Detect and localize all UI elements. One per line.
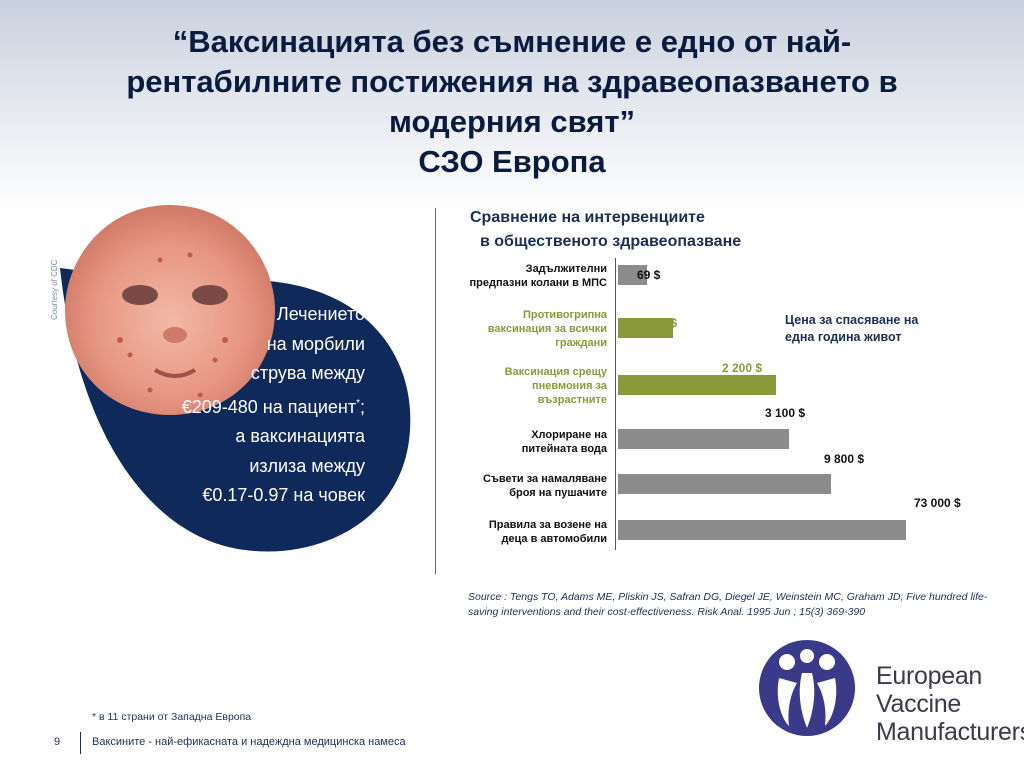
- source-citation: Source : Tengs TO, Adams ME, Pliskin JS,…: [468, 591, 988, 618]
- treatment-line-1: Лечението: [276, 304, 365, 324]
- footer-text: Ваксините - най-ефикасната и надеждна ме…: [92, 736, 406, 748]
- photo-credit: Courtesy of CDC: [50, 259, 59, 320]
- category-label: Съвети за намаляване броя на пушачите: [482, 473, 607, 499]
- bar: [618, 375, 776, 395]
- treatment-line-3: струва между: [250, 363, 365, 383]
- bar: [618, 429, 789, 449]
- title-line-1: “Ваксинацията без съмнение е едно от най…: [172, 24, 852, 59]
- treatment-line-4a: €209-480 на пациент: [181, 396, 357, 417]
- legend-line-2: една година живот: [785, 330, 902, 344]
- value-label: 73 000 $: [914, 496, 961, 510]
- chart-divider: [435, 208, 436, 574]
- bar: [618, 520, 906, 540]
- evm-logo-text: European Vaccine Manufacturers: [876, 662, 1024, 746]
- value-label: 9 800 $: [824, 452, 865, 466]
- evm-logo-icon: [759, 640, 855, 736]
- treatment-line-2: на морбили: [266, 333, 365, 354]
- measles-cost-text: Лечението на морбили струва между €209-4…: [150, 300, 365, 511]
- title-line-2: рентабилните постижения на здравеопазван…: [126, 64, 898, 99]
- chart-legend: Цена за спасяване на една година живот: [785, 312, 918, 346]
- chart-title-line-1: Сравнение на интервенциите: [470, 209, 705, 226]
- title-line-4: СЗО Европа: [418, 144, 606, 179]
- logo-line-2: Vaccine: [876, 690, 961, 718]
- value-label: 69 $: [637, 268, 661, 282]
- page-number: 9: [54, 736, 61, 748]
- title-line-3: модерния свят”: [388, 104, 636, 139]
- chart-axis: [615, 258, 616, 550]
- value-label: 140 $: [647, 316, 678, 330]
- category-label: Задължителни предпазни колани в МПС: [469, 263, 608, 289]
- chart-title: Сравнение на интервенциите в общественот…: [470, 206, 741, 254]
- logo-line-1: European: [876, 662, 983, 690]
- bar: [618, 318, 674, 338]
- treatment-line-5: а ваксинацията: [235, 426, 365, 446]
- category-label: Противогрипна ваксинация за всички граждан…: [487, 309, 607, 349]
- footnote-asterisk: *: [356, 397, 360, 409]
- value-label: 3 100 $: [765, 406, 806, 420]
- category-label: Ваксинация срещу пневмония за възрастните: [504, 366, 607, 406]
- treatment-line-6: излиза между: [249, 455, 365, 476]
- bar: [618, 474, 832, 494]
- category-label: Хлориране на питейната вода: [521, 429, 607, 455]
- footnote: * в 11 страни от Западна Европа: [92, 711, 252, 723]
- footer-divider: [80, 732, 81, 754]
- category-label: Правила за возене на деца в автомобили: [488, 519, 607, 545]
- value-label: 2 200 $: [722, 361, 763, 375]
- slide-title: “Ваксинацията без съмнение е едно от най…: [40, 22, 984, 182]
- child-photo: [65, 205, 275, 415]
- chart-title-line-2: в общественото здравеопазване: [480, 233, 742, 250]
- bar: [618, 265, 647, 285]
- legend-line-1: Цена за спасяване на: [785, 313, 919, 327]
- treatment-line-4b: ;: [359, 396, 365, 417]
- logo-line-3: Manufacturers: [876, 718, 1024, 746]
- treatment-line-7: €0.17-0.97 на човек: [202, 485, 365, 505]
- treatment-line-4: €209-480 на пациент*;: [150, 389, 365, 423]
